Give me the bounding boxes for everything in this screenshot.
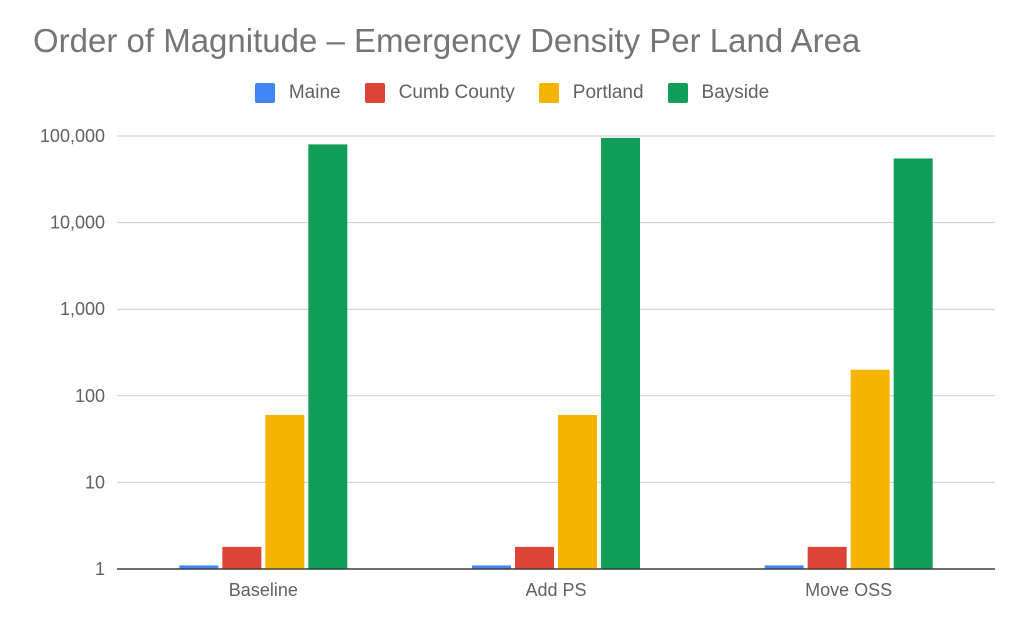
- bar-maine: [764, 565, 804, 569]
- legend-item: Portland: [538, 82, 644, 104]
- legend-swatch: [667, 83, 688, 103]
- bar-maine: [179, 565, 219, 569]
- bar-bayside: [601, 137, 640, 569]
- legend-item: Maine: [254, 82, 341, 104]
- legend-item: Bayside: [667, 82, 770, 104]
- y-tick-label: 1,000: [60, 299, 105, 319]
- y-tick-label: 100,000: [40, 126, 105, 146]
- legend-item: Cumb County: [364, 82, 515, 104]
- legend-swatch: [538, 83, 559, 103]
- bar-cumb-county: [807, 546, 847, 569]
- bar-bayside: [893, 158, 933, 569]
- y-tick-label: 1: [95, 559, 105, 579]
- legend-swatch: [254, 83, 275, 103]
- bar-cumb-county: [222, 546, 262, 569]
- y-tick-label: 10: [85, 472, 105, 492]
- bar-cumb-county: [515, 546, 554, 569]
- bar-portland: [265, 415, 305, 569]
- legend-swatch: [364, 83, 385, 103]
- bar-portland: [850, 369, 890, 569]
- y-tick-label: 100: [75, 386, 105, 406]
- chart-title: Order of Magnitude – Emergency Density P…: [33, 22, 861, 59]
- legend-label: Bayside: [701, 82, 770, 103]
- legend-label: Cumb County: [398, 82, 515, 103]
- bar-maine: [472, 565, 511, 569]
- bar-bayside: [308, 144, 348, 570]
- legend: Maine Cumb County Portland Bayside: [0, 82, 1024, 104]
- legend-label: Portland: [572, 82, 644, 103]
- bar-portland: [558, 415, 597, 569]
- x-tick-label: Baseline: [229, 580, 298, 600]
- legend-label: Maine: [288, 82, 341, 103]
- x-tick-label: Move OSS: [805, 580, 892, 600]
- x-tick-label: Add PS: [525, 580, 586, 600]
- y-tick-label: 10,000: [50, 213, 105, 233]
